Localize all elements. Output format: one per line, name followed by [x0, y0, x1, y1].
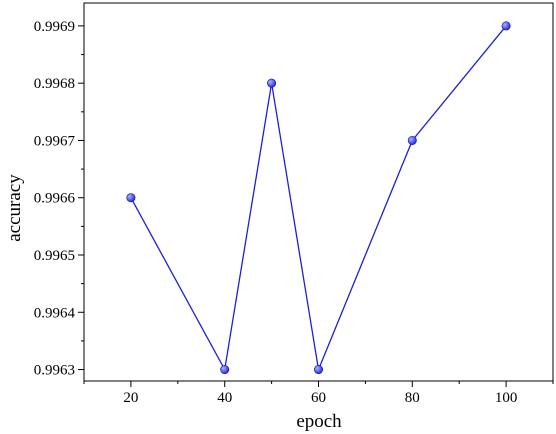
data-point — [313, 365, 323, 375]
series-line — [130, 25, 507, 372]
y-axis-ticks: 0.9963 0.9964 0.9965 0.9966 0.9967 0.9968 0.99… — [34, 19, 84, 379]
y-tick-label: 0.9963 — [34, 363, 75, 379]
y-tick-label: 0.9969 — [34, 19, 75, 35]
data-point — [126, 193, 136, 203]
data-point — [220, 365, 230, 375]
y-axis-title: accuracy — [4, 174, 25, 242]
x-tick-label: 20 — [123, 390, 138, 406]
data-point — [407, 135, 417, 145]
data-point — [267, 78, 277, 88]
y-tick-label: 0.9967 — [34, 133, 76, 149]
y-tick-label: 0.9966 — [34, 191, 76, 207]
x-axis-ticks: 20 40 60 80 100 — [83, 381, 554, 406]
y-tick-label: 0.9965 — [34, 248, 75, 264]
series-accuracy — [126, 21, 511, 375]
x-tick-label: 80 — [405, 390, 420, 406]
x-tick-label: 40 — [217, 390, 232, 406]
plot-frame — [83, 2, 554, 382]
y-tick-label: 0.9968 — [34, 76, 75, 92]
data-point — [501, 21, 511, 31]
x-tick-label: 60 — [311, 390, 326, 406]
x-axis-title: epoch — [296, 411, 342, 432]
y-tick-label: 0.9964 — [34, 305, 76, 321]
x-tick-label: 100 — [495, 390, 518, 406]
